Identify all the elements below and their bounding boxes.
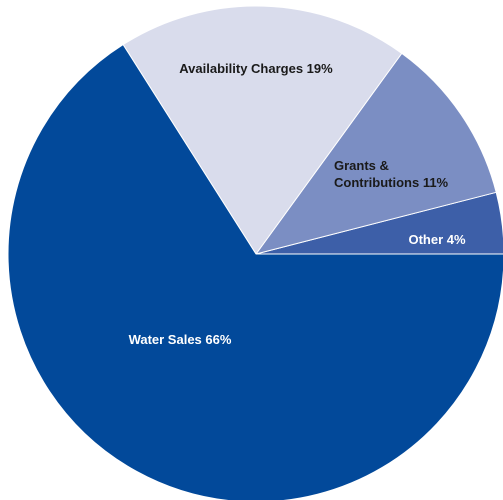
pie-label-availability-charges-19: Availability Charges 19%: [179, 61, 333, 76]
pie-label-line: Contributions 11%: [334, 175, 449, 190]
pie-label-line: Grants &: [334, 158, 389, 173]
pie-slices: [7, 5, 503, 500]
pie-labels: Other 4% Grants & Contributions 11% Availab…: [129, 61, 466, 347]
pie-label-line: Availability Charges 19%: [179, 61, 333, 76]
pie-slice-grants-contributions-11: [255, 52, 497, 255]
pie-label-line: Water Sales 66%: [129, 332, 232, 347]
pie-slice-availability-charges-19: [122, 5, 403, 255]
pie-label-line: Other 4%: [408, 232, 466, 247]
pie-label-other-4: Other 4%: [408, 232, 466, 247]
pie-label-grants-contributions-11: Grants & Contributions 11%: [334, 158, 449, 190]
pie-slice-water-sales-66: [7, 44, 503, 500]
pie-label-water-sales-66: Water Sales 66%: [129, 332, 232, 347]
